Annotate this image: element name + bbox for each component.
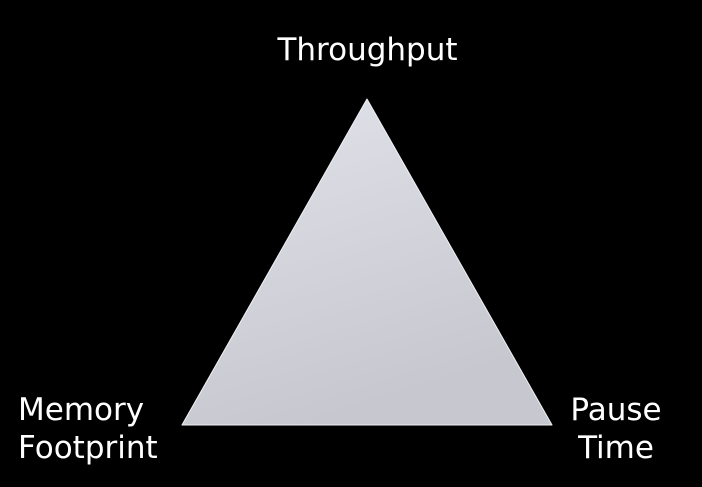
throughput-label: Throughput (277, 32, 458, 68)
triangle (181, 98, 553, 426)
pause-time-label-line-2: Time (578, 430, 654, 466)
memory-footprint-label: Memory Footprint (18, 391, 158, 467)
memory-footprint-label-line-2: Footprint (18, 430, 158, 466)
pause-time-label-line-1: Pause (570, 392, 662, 428)
pause-time-label: Pause Time (566, 391, 666, 467)
memory-footprint-label-line-1: Memory (18, 392, 145, 428)
